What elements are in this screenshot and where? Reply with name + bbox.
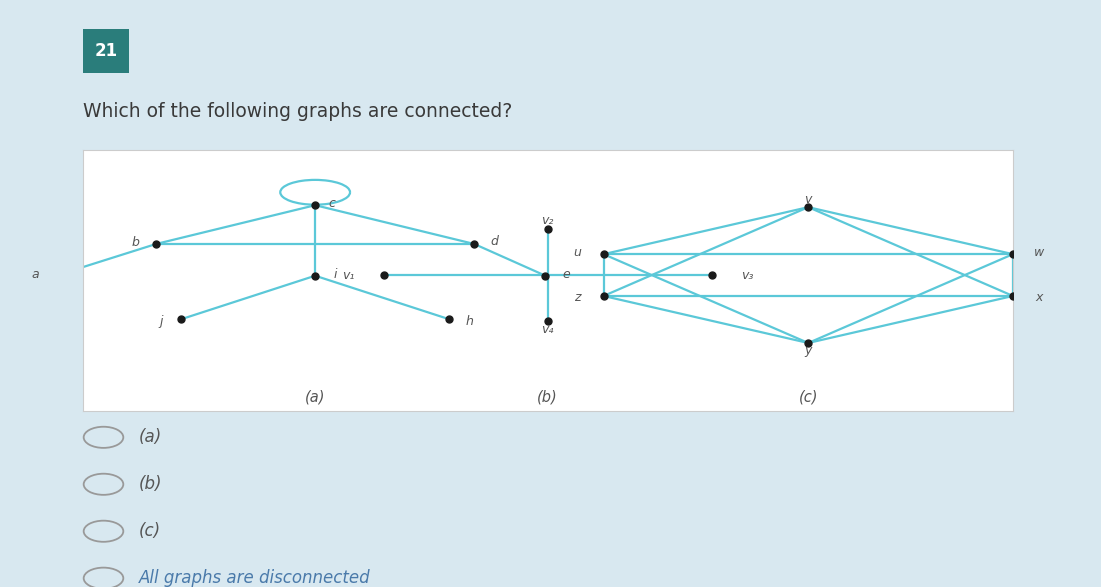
Text: h: h — [466, 315, 473, 328]
Text: 21: 21 — [94, 42, 118, 60]
Text: w: w — [1034, 247, 1044, 259]
Text: e: e — [562, 268, 569, 281]
Text: (a): (a) — [139, 429, 162, 446]
Text: c: c — [328, 197, 336, 210]
Text: y: y — [805, 345, 811, 357]
Text: z: z — [575, 291, 580, 303]
Text: (b): (b) — [139, 475, 162, 493]
Text: u: u — [574, 247, 581, 259]
Text: All graphs are disconnected: All graphs are disconnected — [139, 569, 370, 587]
Text: i: i — [334, 268, 337, 281]
Text: v₄: v₄ — [542, 323, 554, 336]
Text: (a): (a) — [305, 389, 326, 404]
Text: v₂: v₂ — [542, 214, 554, 227]
Text: (c): (c) — [798, 389, 818, 404]
Text: v: v — [805, 193, 811, 206]
Text: a: a — [31, 268, 39, 281]
Text: (b): (b) — [537, 389, 558, 404]
Text: d: d — [491, 235, 499, 248]
Text: b: b — [132, 236, 140, 249]
Text: v₃: v₃ — [741, 269, 753, 282]
Text: (c): (c) — [139, 522, 161, 540]
Text: Which of the following graphs are connected?: Which of the following graphs are connec… — [83, 102, 512, 121]
Text: j: j — [159, 315, 163, 328]
Text: x: x — [1035, 291, 1043, 303]
Text: v₁: v₁ — [342, 269, 355, 282]
